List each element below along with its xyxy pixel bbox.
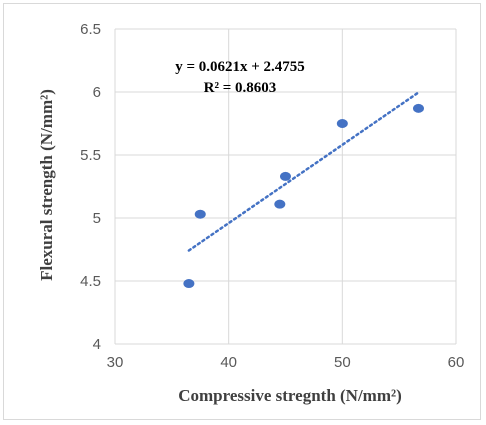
x-axis-ticks: 30 40 50 60 <box>107 354 465 371</box>
data-point <box>274 199 286 209</box>
r-squared-label: R² = 0.8603 <box>204 80 277 96</box>
y-axis-ticks: 4 4.5 5 5.5 6 6.5 <box>80 21 101 353</box>
y-tick-label: 4.5 <box>80 273 101 290</box>
x-tick-label: 40 <box>220 354 237 371</box>
data-points <box>183 103 424 289</box>
chart-frame <box>3 3 481 420</box>
trendline-equation: y = 0.0621x + 2.4755 <box>175 59 305 75</box>
y-tick-label: 6.5 <box>80 21 101 38</box>
y-axis-title: Flexural strength (N/mm²) <box>37 89 56 281</box>
y-tick-label: 5 <box>93 210 101 227</box>
trendline-group <box>187 91 420 252</box>
data-point <box>412 103 424 113</box>
gridlines <box>114 28 457 345</box>
data-point <box>183 279 195 289</box>
data-point <box>336 119 348 128</box>
x-axis-title: Compressive stregnth (N/mm²) <box>178 386 402 405</box>
x-tick-label: 50 <box>334 354 351 371</box>
y-tick-label: 4 <box>93 336 101 353</box>
y-tick-label: 5.5 <box>80 147 101 164</box>
x-tick-label: 60 <box>448 354 465 371</box>
x-tick-label: 30 <box>107 354 124 371</box>
data-point <box>194 209 206 219</box>
trendline <box>187 91 420 252</box>
y-tick-label: 6 <box>93 84 101 101</box>
data-point <box>280 171 291 181</box>
